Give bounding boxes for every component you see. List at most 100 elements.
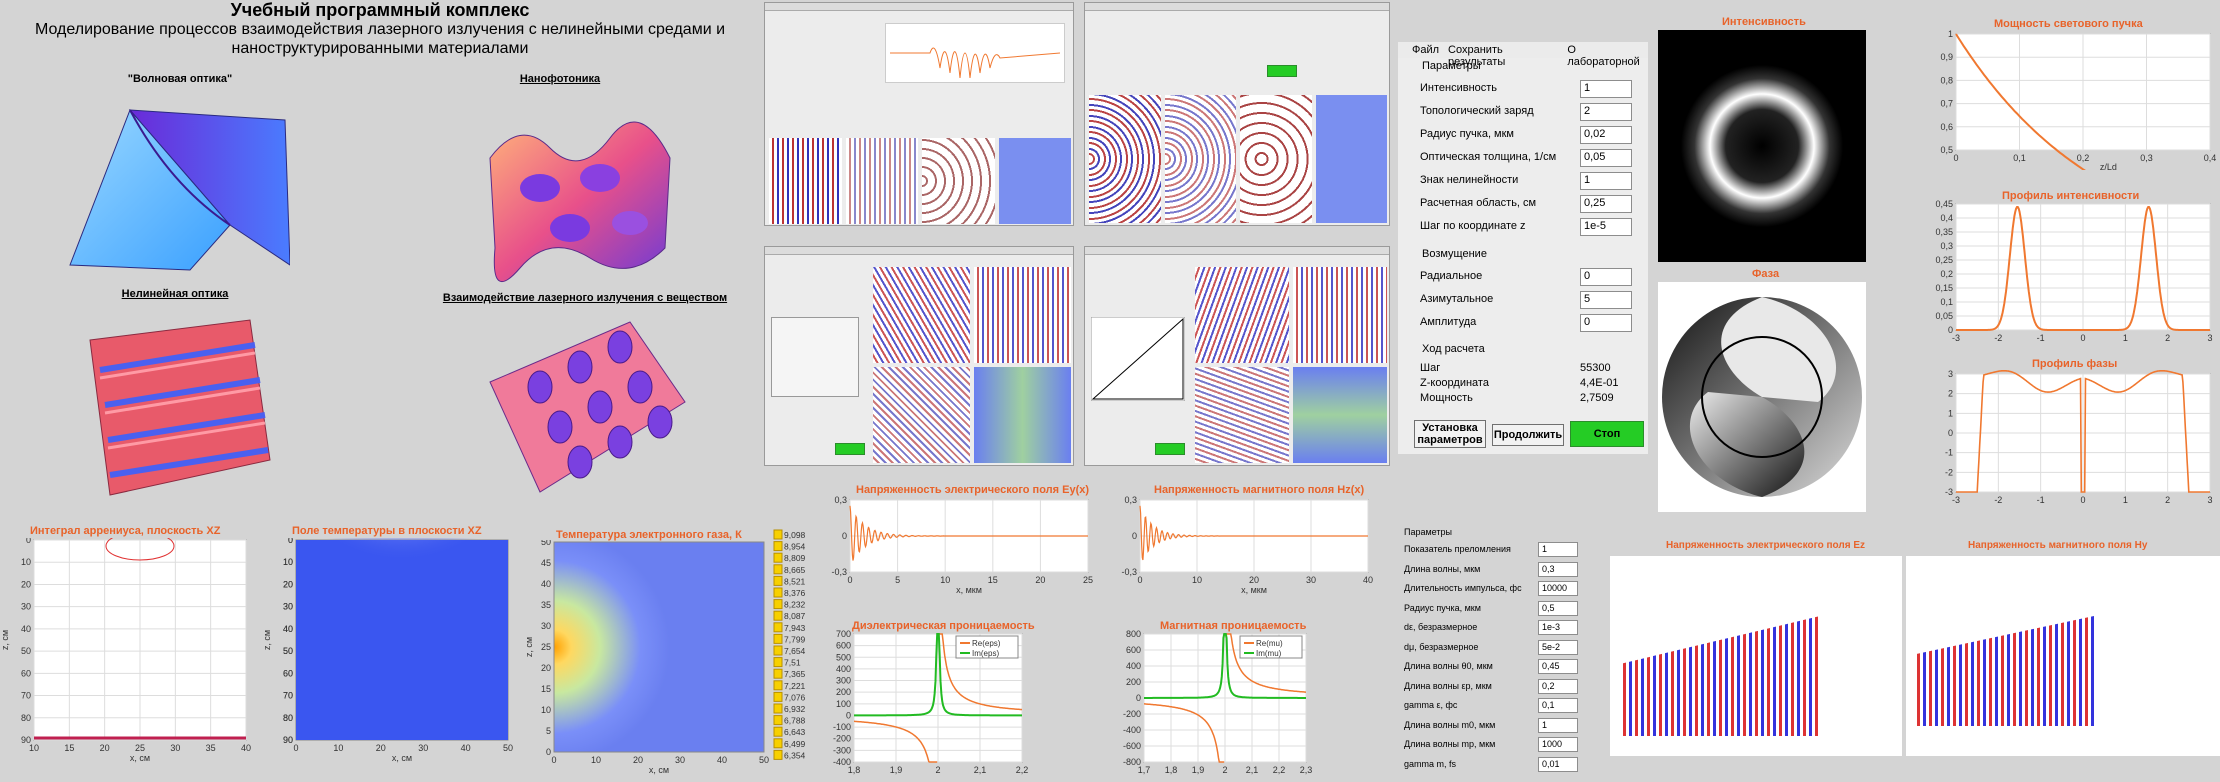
legend-label: 8,665 xyxy=(784,565,806,575)
im-series xyxy=(854,633,1022,717)
x-axis-label: x, мкм xyxy=(1241,585,1267,595)
legend-label: 8,232 xyxy=(784,600,806,610)
bottom-param-input[interactable]: 1 xyxy=(1538,542,1578,557)
y-tick-label: -200 xyxy=(833,734,851,744)
legend-swatch xyxy=(773,715,783,726)
perturb-input[interactable]: 0 xyxy=(1580,314,1632,332)
bottom-param-input[interactable]: 0,1 xyxy=(1538,698,1578,713)
y-tick-label: 600 xyxy=(836,641,851,651)
bottom-param-input[interactable]: 10000 xyxy=(1538,581,1578,596)
stop-button[interactable]: Стоп xyxy=(1570,421,1644,447)
param-input[interactable]: 0,05 xyxy=(1580,149,1632,167)
x-tick-label: 0,1 xyxy=(2013,153,2026,163)
param-input[interactable]: 2 xyxy=(1580,103,1632,121)
y-tick-label: 600 xyxy=(1126,645,1141,655)
menu-save-results[interactable]: Сохранить результаты xyxy=(1448,44,1506,68)
legend-swatch xyxy=(773,738,783,749)
x-tick-label: -2 xyxy=(1994,495,2002,505)
ez-title: Напряженность электрического поля Ez xyxy=(1666,540,1866,551)
y-tick-label: 10 xyxy=(283,557,293,567)
bottom-param-label: Длина волны mp, мкм xyxy=(1404,739,1496,749)
y-tick-label: 15 xyxy=(541,684,551,694)
setup-params-button[interactable]: Установка параметров xyxy=(1414,420,1486,448)
x-tick-label: 1,8 xyxy=(848,765,861,775)
mini-window-1d-wave[interactable] xyxy=(764,2,1074,226)
re-series-left xyxy=(1144,703,1225,763)
legend-label: Re(eps) xyxy=(972,639,1001,648)
y-tick-label: 30 xyxy=(21,602,31,612)
legend-swatch xyxy=(773,726,783,737)
menu-about[interactable]: О лабораторной xyxy=(1567,44,1640,68)
y-tick-label: 20 xyxy=(283,579,293,589)
mini-window-interference[interactable] xyxy=(764,246,1074,466)
perturb-input[interactable]: 5 xyxy=(1580,291,1632,309)
y-axis-label: z, см xyxy=(0,630,10,650)
x-tick-label: 1,8 xyxy=(1165,765,1178,775)
param-input[interactable]: 0,02 xyxy=(1580,126,1632,144)
electron-gas-field xyxy=(553,541,765,753)
x-tick-label: 2,2 xyxy=(1016,765,1029,775)
re-series-right xyxy=(938,633,1023,711)
x-tick-label: 15 xyxy=(64,743,74,753)
x-tick-label: 0 xyxy=(1953,153,1958,163)
param-label: Интенсивность xyxy=(1420,82,1498,94)
bottom-param-input[interactable]: 1e-3 xyxy=(1538,620,1578,635)
phase-image xyxy=(1658,282,1866,512)
param-input[interactable]: 0,25 xyxy=(1580,195,1632,213)
params-header: Параметры xyxy=(1422,60,1481,72)
param-label: Радиус пучка, мкм xyxy=(1420,128,1514,140)
legend-label: 7,654 xyxy=(784,646,806,656)
phase-profile-chart: 3 2 1 0 -1 -2 -3-3 -2 -1 0 1 2 3 xyxy=(1945,370,2213,505)
x-tick-label: 0 xyxy=(293,743,298,753)
progress-value: 2,7509 xyxy=(1580,392,1614,404)
y-tick-label: 50 xyxy=(21,646,31,656)
y-tick-label: 0,3 xyxy=(834,496,847,505)
param-input[interactable]: 1 xyxy=(1580,172,1632,190)
progress-value: 55300 xyxy=(1580,362,1611,374)
x-tick-label: 1 xyxy=(2123,495,2128,505)
y-tick-label: 30 xyxy=(541,621,551,631)
param-label: Оптическая толщина, 1/см xyxy=(1420,151,1557,163)
bottom-param-input[interactable]: 0,3 xyxy=(1538,561,1578,577)
x-tick-label: -3 xyxy=(1952,495,1960,505)
y-tick-label: 10 xyxy=(541,705,551,715)
param-input[interactable]: 1 xyxy=(1580,80,1632,98)
param-input[interactable]: 1e-5 xyxy=(1580,218,1632,236)
mini-window-2d-wave[interactable] xyxy=(1084,2,1390,226)
legend-label: 8,376 xyxy=(784,588,806,598)
x-tick-label: 35 xyxy=(206,743,216,753)
bottom-param-input[interactable]: 5e-2 xyxy=(1538,639,1578,655)
y-tick-label: -400 xyxy=(1123,725,1141,735)
bottom-param-input[interactable]: 0,5 xyxy=(1538,600,1578,616)
x-tick-label: 40 xyxy=(1363,575,1373,585)
y-tick-label: 0,15 xyxy=(1935,283,1953,293)
y-tick-label: 20 xyxy=(541,663,551,673)
y-tick-label: -3 xyxy=(1945,487,1953,497)
hy-title: Напряженность магнитного поля Hy xyxy=(1968,540,2148,551)
bottom-param-input[interactable]: 0,45 xyxy=(1538,659,1578,674)
bottom-param-input[interactable]: 0,2 xyxy=(1538,678,1578,694)
legend-swatch xyxy=(773,749,783,760)
y-tick-label: 0 xyxy=(26,538,31,545)
bottom-param-input[interactable]: 0,01 xyxy=(1538,756,1578,772)
x-tick-label: 2,1 xyxy=(974,765,987,775)
bottom-param-label: Длина волны m0, мкм xyxy=(1404,719,1496,730)
param-label: Расчетная область, см xyxy=(1420,197,1537,209)
page-title: Учебный программный комплекс xyxy=(230,0,530,20)
legend-swatch xyxy=(773,575,783,586)
perturb-input[interactable]: 0 xyxy=(1580,268,1632,286)
im-series xyxy=(1144,633,1306,699)
legend-label: 6,643 xyxy=(784,727,806,737)
bottom-param-input[interactable]: 1000 xyxy=(1538,737,1578,752)
mini-window-boundary[interactable] xyxy=(1084,246,1390,466)
bottom-param-input[interactable]: 1 xyxy=(1538,717,1578,733)
x-tick-label: -2 xyxy=(1994,333,2002,343)
continue-button[interactable]: Продолжить xyxy=(1492,424,1564,446)
x-axis-label: x, см xyxy=(130,753,150,763)
y-tick-label: 0 xyxy=(1948,428,1953,438)
y-axis-label: z, см xyxy=(524,637,534,657)
phase-title: Фаза xyxy=(1752,268,1780,280)
menu-file[interactable]: Файл xyxy=(1412,44,1440,56)
x-tick-label: 30 xyxy=(1306,575,1316,585)
